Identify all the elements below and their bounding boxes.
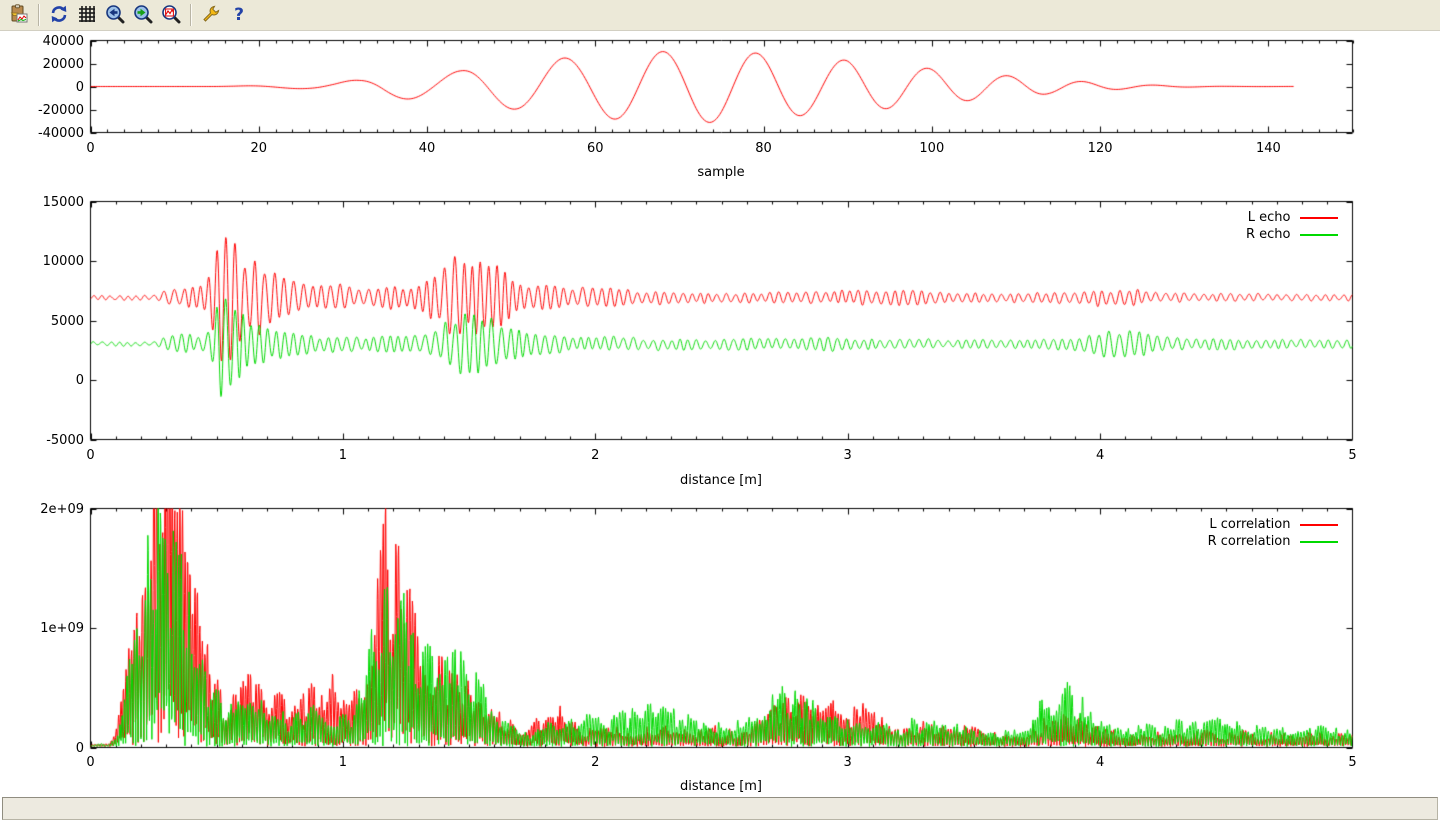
toolbar-separator — [190, 4, 192, 26]
zoom-autoscale-icon — [161, 4, 181, 27]
svg-text:?: ? — [234, 5, 244, 24]
zoom-next-icon — [133, 4, 153, 27]
grid-button[interactable] — [74, 2, 100, 28]
grid-icon — [77, 4, 97, 27]
status-bar — [2, 797, 1438, 820]
help-icon: ? — [229, 4, 249, 27]
zoom-previous-button[interactable] — [102, 2, 128, 28]
refresh-button[interactable] — [46, 2, 72, 28]
zoom-previous-icon — [105, 4, 125, 27]
plot-canvas[interactable] — [0, 0, 1440, 800]
toolbar-separator — [38, 4, 40, 26]
configure-icon — [201, 4, 221, 27]
toolbar: ? — [0, 0, 1440, 31]
refresh-icon — [49, 4, 69, 27]
configure-button[interactable] — [198, 2, 224, 28]
copy-plot-to-clipboard-icon — [9, 3, 29, 27]
copy-plot-button[interactable] — [6, 2, 32, 28]
zoom-next-button[interactable] — [130, 2, 156, 28]
zoom-autoscale-button[interactable] — [158, 2, 184, 28]
help-button[interactable]: ? — [226, 2, 252, 28]
